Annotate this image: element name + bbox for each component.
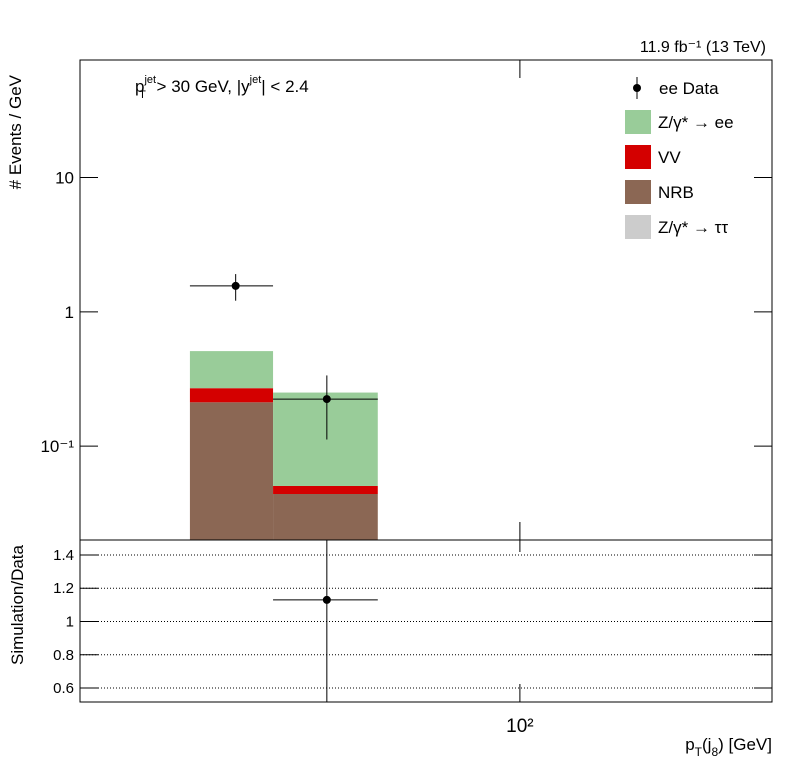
x-label-part: 8 <box>711 745 718 759</box>
y-axis-label: Simulation/Data <box>8 544 27 665</box>
x-label-part: p <box>685 735 694 754</box>
x-label-part: T <box>695 745 703 759</box>
y-tick-label: 1 <box>66 613 74 630</box>
y-tick-label: 10 <box>55 169 74 188</box>
legend-swatch <box>625 110 651 134</box>
annotation-part: T <box>139 89 146 101</box>
x-tick-label: 10² <box>506 716 533 737</box>
legend-label: Z/γ* → ττ <box>658 218 728 237</box>
legend-swatch <box>625 215 651 239</box>
x-axis-label: pT(j8) [GeV] <box>685 735 772 759</box>
y-tick-label: 1 <box>65 303 74 322</box>
ratio-area <box>80 540 772 702</box>
y-tick-label: 0.8 <box>53 647 74 664</box>
legend-swatch <box>625 180 651 204</box>
plot-area <box>189 274 378 540</box>
y-tick-label: 0.6 <box>53 680 74 697</box>
data-point <box>231 281 240 290</box>
legend-label: ee Data <box>659 79 719 98</box>
annotation-part: | < 2.4 <box>261 77 308 96</box>
legend-swatch <box>625 145 651 169</box>
y-tick-label: 10⁻¹ <box>40 437 74 456</box>
annotation-part: jet <box>143 74 156 86</box>
bar <box>189 402 274 540</box>
frame <box>79 59 773 541</box>
legend-label: NRB <box>658 183 694 202</box>
frame <box>79 539 773 703</box>
x-label-part: (j <box>702 735 711 754</box>
y-tick-label: 1.2 <box>53 580 74 597</box>
bar <box>273 485 378 495</box>
y-tick-label: 1.4 <box>53 547 74 564</box>
legend-marker <box>633 84 641 92</box>
lumi-label: 11.9 fb⁻¹ (13 TeV) <box>640 39 766 56</box>
bar <box>273 392 378 486</box>
annotation-part: > 30 GeV, |y <box>152 77 250 96</box>
annotation-part: jet <box>249 74 262 86</box>
y-axis-label: # Events / GeV <box>6 74 25 189</box>
data-point <box>322 595 331 604</box>
bar <box>189 351 274 389</box>
legend-label: VV <box>658 148 681 167</box>
data-point <box>322 395 331 404</box>
x-label-part: ) [GeV] <box>718 735 772 754</box>
bar <box>273 494 378 540</box>
annotation: pjet T > 30 GeV, |yjet| < 2.4 <box>135 74 309 101</box>
bar <box>189 388 274 403</box>
annotation-part: p <box>135 77 144 96</box>
legend-label: Z/γ* → ee <box>658 113 734 132</box>
axes: 10⁻¹ 1 10 ee Data Z/γ* → ee VV NRB Z/γ* → ττ 0.6… <box>40 59 773 737</box>
